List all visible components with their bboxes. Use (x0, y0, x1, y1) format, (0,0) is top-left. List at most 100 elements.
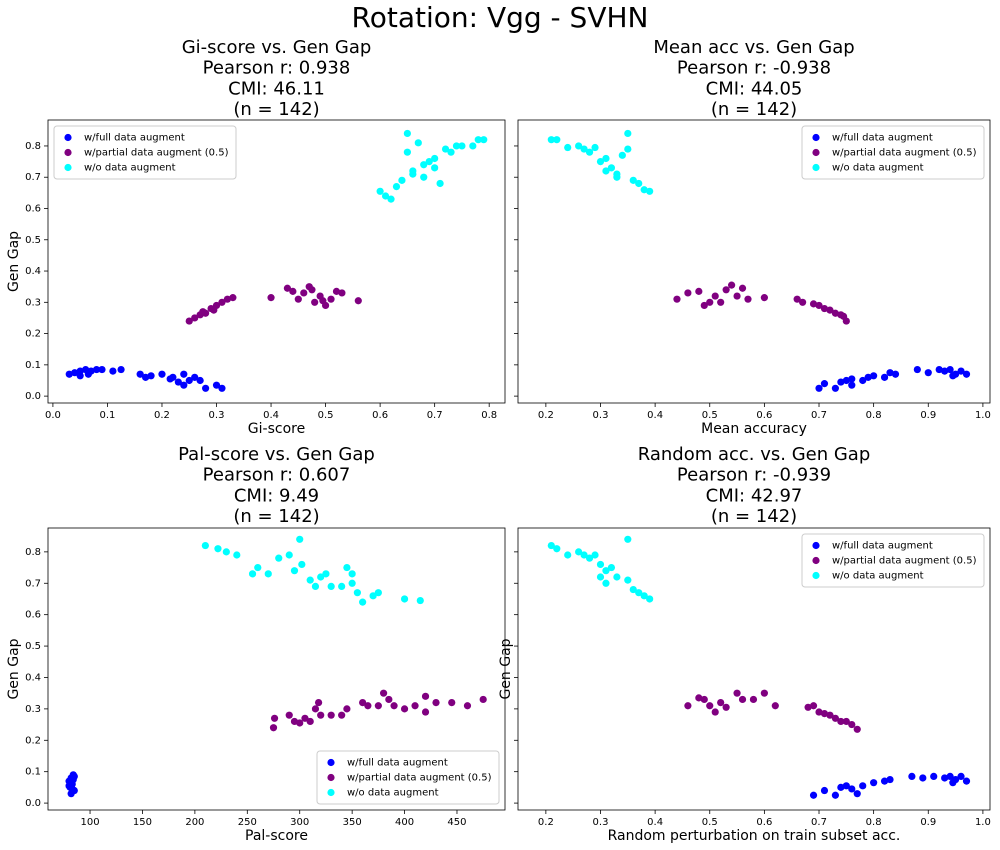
scatter-point (201, 541, 209, 550)
scatter-point (432, 699, 440, 707)
scatter-point (744, 295, 752, 303)
scatter-point (348, 579, 356, 587)
scatter-point (629, 176, 637, 184)
x-axis-label: Pal-score (245, 828, 308, 844)
scatter-point (602, 167, 610, 175)
scatter-point (837, 717, 845, 726)
legend: w/full data augment w/partial data augmen… (316, 750, 500, 805)
y-tick-label: 0.1 (25, 360, 41, 371)
scatter-point (319, 297, 327, 305)
subplot-annotation: CMI: 44.05 (706, 78, 803, 99)
y-tick-label: 0.7 (25, 578, 41, 589)
scatter-point (222, 548, 230, 556)
legend-label: w/full data augment (832, 133, 933, 144)
figure-title: Rotation: Vgg - SVHN (352, 1, 649, 34)
legend-marker (812, 541, 820, 550)
plot-frame (517, 527, 991, 811)
x-tick-label: 0.6 (372, 410, 388, 421)
x-tick-label: 0.3 (593, 410, 609, 421)
x-tick-label: 0.8 (866, 817, 882, 828)
scatter-point (815, 301, 823, 310)
legend-label: w/full data augment (347, 758, 448, 769)
x-tick-label: 0.3 (593, 817, 609, 828)
y-axis-label: Gen Gap (6, 231, 22, 292)
scatter-point (306, 717, 314, 726)
scatter-point (684, 289, 692, 297)
subplot-annotation: (n = 142) (711, 506, 797, 527)
scatter-point (831, 791, 839, 799)
scatter-point (826, 711, 834, 719)
y-axis-label: Gen Gap (498, 638, 514, 699)
x-tick-label: 0.0 (45, 410, 61, 421)
legend-label: w/o data augment (832, 571, 924, 582)
scatter-point (202, 384, 210, 392)
x-axis-label: Random perturbation on train subset acc. (608, 828, 901, 844)
scatter-point (946, 365, 954, 374)
scatter-point (463, 702, 472, 710)
scatter-point (229, 294, 237, 302)
legend: w/full data augment w/partial data augmen… (801, 125, 985, 180)
scatter-point (596, 560, 605, 569)
scatter-point (317, 573, 325, 581)
scatter-point (673, 295, 681, 303)
scatter-point (585, 148, 594, 156)
subplot-annotation: Pearson r: -0.938 (677, 58, 831, 79)
plot-frame (517, 119, 991, 404)
scatter-point (891, 370, 900, 378)
legend-box (53, 125, 237, 180)
scatter-point (359, 598, 367, 606)
scatter-point (343, 705, 351, 713)
scatter-point (602, 154, 610, 163)
scatter-point (831, 309, 839, 317)
x-tick-label: 0.1 (99, 410, 115, 421)
scatter-point (196, 376, 204, 385)
scatter-point (886, 369, 894, 377)
legend-label: w/partial data augment (0.5) (832, 556, 977, 567)
scatter-point (469, 142, 477, 150)
scatter-point (826, 306, 834, 314)
scatter-point (941, 774, 949, 782)
x-tick-label: 1.0 (975, 410, 991, 421)
x-tick-label: 0.4 (647, 410, 663, 421)
scatter-point (859, 376, 867, 385)
scatter-point (804, 703, 812, 711)
legend-box (801, 533, 985, 588)
x-tick-label: 0.5 (702, 410, 718, 421)
scatter-point (646, 595, 654, 603)
scatter-point (480, 136, 488, 144)
scatter-point (218, 384, 226, 392)
scatter-point (136, 370, 144, 378)
scatter-point (298, 560, 306, 569)
x-tick-label: 0.4 (647, 817, 663, 828)
scatter-point (919, 774, 927, 782)
subplot-title: Pal-score vs. Gen Gap (178, 444, 375, 465)
scatter-point (364, 702, 372, 710)
scatter-point (109, 367, 117, 375)
x-tick-label: 0.4 (263, 410, 279, 421)
scatter-point (722, 286, 730, 294)
scatter-point (870, 779, 878, 787)
scatter-point (717, 298, 725, 306)
scatter-point (607, 563, 616, 572)
subplot-annotation: Pearson r: 0.607 (203, 465, 351, 486)
scatter-point (886, 775, 894, 784)
scatter-point (185, 376, 193, 385)
y-tick-label: 0.2 (25, 329, 41, 340)
scatter-point (400, 705, 409, 713)
scatter-point (949, 372, 957, 380)
legend-marker (327, 788, 335, 797)
scatter-point (837, 783, 845, 791)
scatter-point (547, 541, 555, 550)
scatter-point (706, 702, 714, 710)
scatter-point (820, 709, 829, 718)
scatter-point (771, 702, 779, 710)
scatter-point (815, 708, 823, 716)
scatter-point (880, 373, 889, 381)
legend-marker (812, 571, 820, 580)
scatter-point (327, 295, 335, 303)
scatter-point (421, 708, 430, 716)
scatter-point (353, 589, 361, 597)
y-tick-label: 0.8 (25, 547, 41, 558)
subplot-title: Gi-score vs. Gen Gap (182, 37, 372, 58)
